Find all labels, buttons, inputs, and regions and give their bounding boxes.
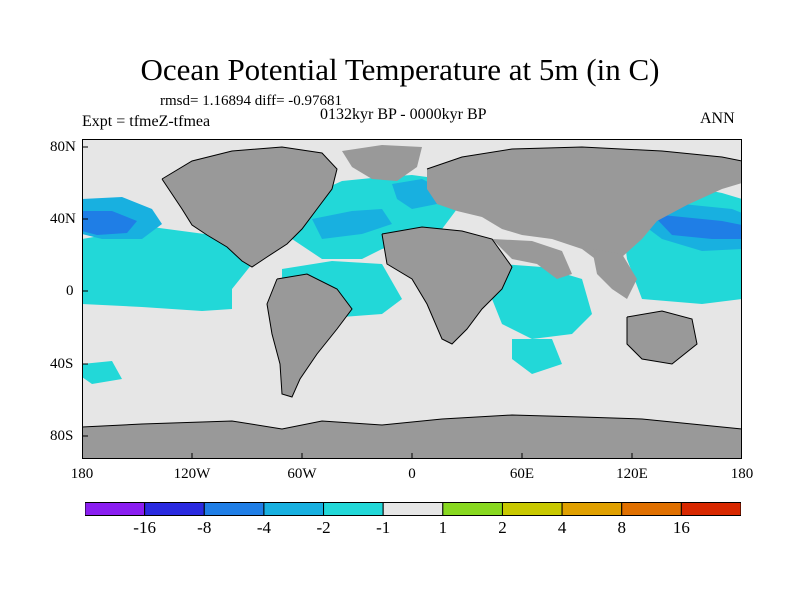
south-indian-patch (512, 339, 562, 374)
colorbar-box (85, 502, 146, 516)
coastlines (82, 146, 742, 430)
land-masses (82, 145, 742, 459)
colorbar-box (621, 502, 682, 516)
colorbar-label: 8 (617, 518, 626, 537)
colorbar-label: -2 (316, 518, 331, 537)
x-tick-120e: 120E (616, 466, 648, 482)
colorbar-label: 2 (498, 518, 507, 537)
eurasia-coast (426, 146, 742, 170)
gulf-stream-core (312, 209, 392, 239)
antarctica (82, 415, 742, 459)
kuroshio-core (652, 214, 742, 239)
australia-coast (626, 310, 698, 365)
x-tick-60e: 60E (509, 466, 535, 482)
axis-ticks (82, 146, 633, 459)
stats-line: rmsd= 1.16894 diff= -0.97681 (160, 93, 343, 109)
y-tick-0: 0 (66, 283, 74, 299)
south-pacific-patch (82, 361, 122, 384)
y-tick-80n: 80N (50, 139, 76, 155)
colorbar-box (442, 502, 503, 516)
colorbar-label: -16 (133, 518, 156, 537)
australia (627, 311, 697, 364)
colorbar-box (501, 502, 563, 516)
colorbar-box (263, 502, 325, 516)
greenland (342, 145, 422, 181)
arabia-india (492, 239, 572, 279)
season-label: ANN (700, 110, 735, 127)
x-tick-180e: 180 (730, 466, 754, 482)
north-america (162, 147, 337, 267)
x-tick-60w: 60W (287, 466, 317, 482)
colorbar-label: -8 (197, 518, 212, 537)
x-tick-180w: 180 (70, 466, 94, 482)
indian-ocean (492, 264, 592, 339)
europe-asia (427, 147, 742, 264)
colorbar-label: 4 (557, 518, 567, 537)
world-map (82, 139, 742, 459)
y-tick-40s: 40S (50, 356, 74, 372)
africa-coast (381, 226, 513, 345)
africa (382, 227, 512, 344)
south-america (267, 274, 352, 397)
antarctica-coast (82, 414, 742, 430)
colorbar-box (561, 502, 623, 516)
colorbar-label: -1 (376, 518, 391, 537)
colorbar-box (203, 502, 265, 516)
period-label: 0132kyr BP - 0000kyr BP (320, 106, 487, 123)
y-tick-80s: 80S (50, 428, 74, 444)
colorbar-box (382, 502, 444, 516)
colorbar (85, 502, 741, 516)
south-america-coast (266, 273, 353, 398)
colorbar-box (144, 502, 205, 516)
colorbar-label: -4 (256, 518, 271, 537)
y-tick-40n: 40N (50, 211, 76, 227)
north-pacific-east-deep-core (82, 211, 137, 235)
x-tick-120w: 120W (173, 466, 211, 482)
colorbar-label: 1 (438, 518, 448, 537)
experiment-label: Expt = tfmeZ-tfmea (82, 113, 211, 130)
plot-title: Ocean Potential Temperature at 5m (in C) (140, 52, 660, 87)
southeast-asia (592, 249, 637, 299)
tropical-pacific-east (82, 227, 252, 311)
colorbar-box (680, 502, 741, 516)
x-tick-0: 0 (408, 466, 416, 482)
colorbar-box (323, 502, 384, 516)
north-america-coast (161, 146, 338, 268)
colorbar-label: 16 (672, 518, 690, 537)
